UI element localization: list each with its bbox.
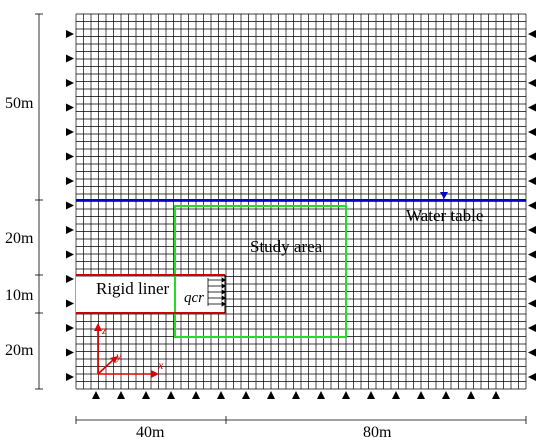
y-axis-arrow-icon xyxy=(110,356,118,363)
support-icon xyxy=(66,30,74,38)
dim-50m: 50m xyxy=(5,95,34,112)
support-icon xyxy=(267,391,275,399)
support-icon xyxy=(492,391,500,399)
support-icon xyxy=(66,299,74,308)
y-axis-line xyxy=(97,359,114,375)
support-icon xyxy=(528,299,536,308)
liner-cutout xyxy=(76,276,225,313)
support-icon xyxy=(528,324,536,332)
study-area-label: Study area xyxy=(250,237,323,256)
support-icon xyxy=(528,250,536,259)
support-icon xyxy=(528,103,536,112)
flow-arrow-icon xyxy=(221,277,226,283)
study-area-box xyxy=(174,205,347,338)
support-icon xyxy=(528,201,536,210)
support-icon xyxy=(528,177,536,185)
support-icon xyxy=(66,348,74,357)
support-icon xyxy=(442,391,450,399)
support-icon xyxy=(528,226,536,234)
bottom-dimension xyxy=(75,416,527,424)
flow-arrow-icon xyxy=(221,283,226,289)
support-icon xyxy=(217,391,225,399)
x-axis-arrow-icon xyxy=(151,370,159,378)
dim-20m-upper: 20m xyxy=(5,230,34,247)
dim-20m-lower: 20m xyxy=(5,342,34,359)
support-icon xyxy=(66,373,74,381)
support-icon xyxy=(66,201,74,210)
support-icon xyxy=(167,391,175,399)
support-icon xyxy=(66,103,74,112)
support-icon xyxy=(242,391,250,399)
support-icon xyxy=(142,391,150,399)
support-icon xyxy=(528,275,536,283)
mesh-grid xyxy=(75,13,527,390)
support-icon xyxy=(367,391,375,399)
flow-arrows xyxy=(207,277,226,307)
support-icon xyxy=(528,128,536,136)
support-icon xyxy=(66,226,74,234)
support-icon xyxy=(528,79,536,87)
water-table-label: Water table xyxy=(406,206,483,225)
support-icon xyxy=(392,391,400,399)
rigid-liner-label: Rigid liner xyxy=(96,279,170,298)
water-table-marker-icon xyxy=(440,192,448,199)
flow-label: qcr xyxy=(184,290,204,306)
left-dimension xyxy=(35,13,43,390)
support-icon xyxy=(192,391,200,399)
boundary-supports xyxy=(66,30,536,399)
support-icon xyxy=(467,391,475,399)
support-icon xyxy=(66,79,74,87)
z-axis-label: z xyxy=(101,323,107,337)
z-axis-arrow-icon xyxy=(94,323,102,331)
support-icon xyxy=(92,391,100,399)
dim-40m: 40m xyxy=(136,424,165,441)
flow-arrow-icon xyxy=(221,295,226,301)
support-icon xyxy=(528,54,536,63)
support-icon xyxy=(66,54,74,63)
support-icon xyxy=(528,348,536,357)
x-axis-label: x xyxy=(157,358,164,372)
support-icon xyxy=(66,250,74,259)
dim-10m: 10m xyxy=(5,287,34,304)
support-icon xyxy=(317,391,325,399)
support-icon xyxy=(66,152,74,161)
support-icon xyxy=(117,391,125,399)
support-icon xyxy=(528,30,536,38)
flow-arrow-icon xyxy=(221,289,226,295)
support-icon xyxy=(66,275,74,283)
support-icon xyxy=(342,391,350,399)
y-axis-label: y xyxy=(115,349,122,363)
support-icon xyxy=(66,324,74,332)
dim-80m: 80m xyxy=(363,424,392,441)
support-icon xyxy=(528,152,536,161)
support-icon xyxy=(417,391,425,399)
support-icon xyxy=(66,128,74,136)
axis-triad xyxy=(94,323,159,378)
support-icon xyxy=(66,177,74,185)
flow-arrow-icon xyxy=(221,301,226,307)
support-icon xyxy=(292,391,300,399)
support-icon xyxy=(528,373,536,381)
